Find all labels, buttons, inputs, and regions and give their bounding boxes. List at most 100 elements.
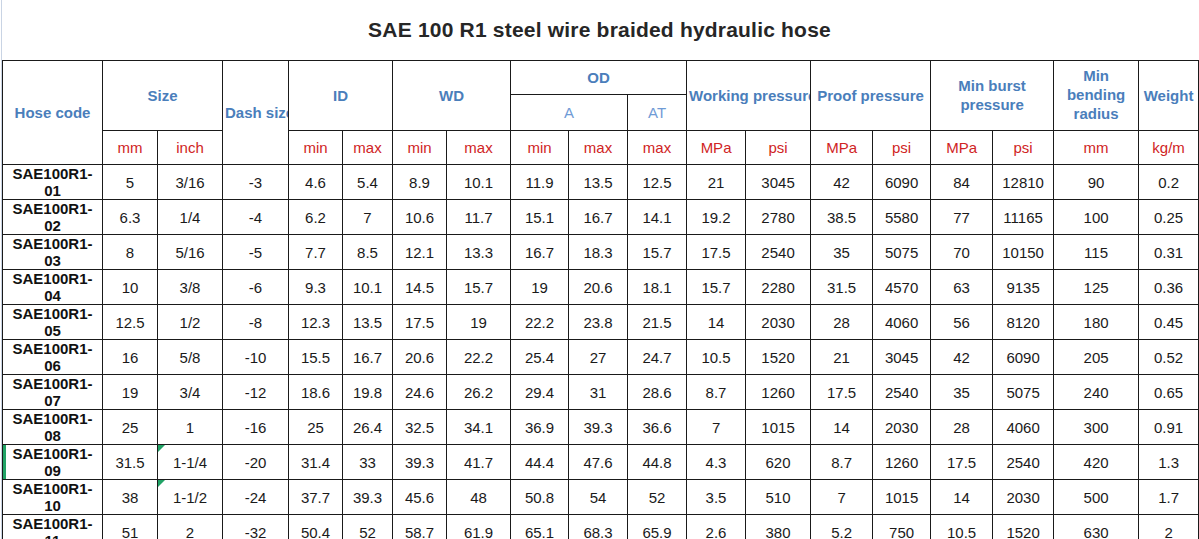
data-cell: 33 [343, 445, 393, 480]
data-cell: 14 [687, 305, 746, 340]
data-cell: 1260 [746, 375, 811, 410]
data-cell: 42 [811, 165, 873, 200]
header-proof-pressure: Proof pressure [811, 61, 931, 131]
data-cell: -4 [223, 200, 289, 235]
data-cell: 4.6 [289, 165, 343, 200]
data-cell: 8 [103, 235, 158, 270]
data-cell: 31 [569, 375, 628, 410]
data-cell: 84 [931, 165, 993, 200]
data-cell: 39.3 [393, 445, 447, 480]
table-row: SAE100R1-06165/8-1015.516.720.622.225.42… [3, 340, 1199, 375]
data-cell: 29.4 [511, 375, 569, 410]
data-cell: 31.5 [103, 445, 158, 480]
hose-code-cell: SAE100R1-10 [3, 480, 103, 515]
data-cell: 56 [931, 305, 993, 340]
data-cell: 1520 [993, 515, 1054, 539]
data-cell: 750 [873, 515, 931, 539]
data-cell: 3/16 [158, 165, 223, 200]
header-size: Size [103, 61, 223, 131]
hose-code-cell: SAE100R1-09 [3, 445, 103, 480]
data-cell: 24.7 [628, 340, 687, 375]
data-cell: 7.7 [289, 235, 343, 270]
data-cell: 28 [931, 410, 993, 445]
data-cell: 2030 [746, 305, 811, 340]
data-cell: 125 [1054, 270, 1139, 305]
data-cell: 22.2 [447, 340, 511, 375]
data-cell: 7 [687, 410, 746, 445]
unit-wd-min: min [393, 131, 447, 165]
data-cell: 26.4 [343, 410, 393, 445]
data-cell: 0.45 [1139, 305, 1199, 340]
data-cell: 5/16 [158, 235, 223, 270]
data-cell: 3/8 [158, 270, 223, 305]
table-row: SAE100R1-0512.51/2-812.313.517.51922.223… [3, 305, 1199, 340]
unit-mb-mpa: MPa [931, 131, 993, 165]
header-min-bending-radius: Min bending radius [1054, 61, 1139, 131]
data-cell: 14 [811, 410, 873, 445]
data-cell: 10.1 [343, 270, 393, 305]
data-cell: 19.8 [343, 375, 393, 410]
data-cell: 6090 [873, 165, 931, 200]
unit-size-inch: inch [158, 131, 223, 165]
data-cell: 5.4 [343, 165, 393, 200]
data-cell: 50.4 [289, 515, 343, 539]
data-cell: 8.5 [343, 235, 393, 270]
unit-od-a-min: min [511, 131, 569, 165]
data-cell: 22.2 [511, 305, 569, 340]
table-header: Hose code Size Dash size ID WD OD Workin… [3, 61, 1199, 165]
data-cell: 0.2 [1139, 165, 1199, 200]
unit-weight-kgm: kg/m [1139, 131, 1199, 165]
data-cell: 44.8 [628, 445, 687, 480]
data-cell: 27 [569, 340, 628, 375]
data-cell: 23.8 [569, 305, 628, 340]
header-od-at: AT [628, 95, 687, 131]
data-cell: 13.3 [447, 235, 511, 270]
data-cell: 420 [1054, 445, 1139, 480]
data-cell: 1.7 [1139, 480, 1199, 515]
data-cell: 17.5 [393, 305, 447, 340]
unit-id-min: min [289, 131, 343, 165]
data-cell: 15.7 [687, 270, 746, 305]
data-cell: 63 [931, 270, 993, 305]
header-row-units: mm inch min max min max min max max MPa … [3, 131, 1199, 165]
data-cell: 52 [628, 480, 687, 515]
hose-code-cell: SAE100R1-04 [3, 270, 103, 305]
data-cell: 16.7 [511, 235, 569, 270]
data-cell: 12.5 [103, 305, 158, 340]
data-cell: 510 [746, 480, 811, 515]
table-body: SAE100R1-0153/16-34.65.48.910.111.913.51… [3, 165, 1199, 539]
data-cell: 16.7 [569, 200, 628, 235]
data-cell: 15.1 [511, 200, 569, 235]
data-cell: 0.52 [1139, 340, 1199, 375]
data-cell: 38.5 [811, 200, 873, 235]
data-cell: 4060 [993, 410, 1054, 445]
data-cell: 11.9 [511, 165, 569, 200]
data-cell: 90 [1054, 165, 1139, 200]
hose-code-cell: SAE100R1-08 [3, 410, 103, 445]
header-weight: Weight [1139, 61, 1199, 131]
data-cell: 14.1 [628, 200, 687, 235]
data-cell: 8.9 [393, 165, 447, 200]
data-cell: 5075 [873, 235, 931, 270]
data-cell: 41.7 [447, 445, 511, 480]
data-cell: 45.6 [393, 480, 447, 515]
unit-size-mm: mm [103, 131, 158, 165]
data-cell: 16 [103, 340, 158, 375]
data-cell: 11.7 [447, 200, 511, 235]
hose-code-cell: SAE100R1-11 [3, 515, 103, 539]
data-cell: 4060 [873, 305, 931, 340]
data-cell: 20.6 [393, 340, 447, 375]
header-row-groups: Hose code Size Dash size ID WD OD Workin… [3, 61, 1199, 95]
data-cell: 10150 [993, 235, 1054, 270]
data-cell: 2540 [993, 445, 1054, 480]
data-cell: 1/4 [158, 200, 223, 235]
data-cell: 12810 [993, 165, 1054, 200]
data-cell: -6 [223, 270, 289, 305]
data-cell: 620 [746, 445, 811, 480]
page-title: SAE 100 R1 steel wire braided hydraulic … [0, 0, 1199, 60]
data-cell: 630 [1054, 515, 1139, 539]
data-cell: 14.5 [393, 270, 447, 305]
data-cell: 10.1 [447, 165, 511, 200]
data-cell: 2540 [873, 375, 931, 410]
data-cell: 48 [447, 480, 511, 515]
